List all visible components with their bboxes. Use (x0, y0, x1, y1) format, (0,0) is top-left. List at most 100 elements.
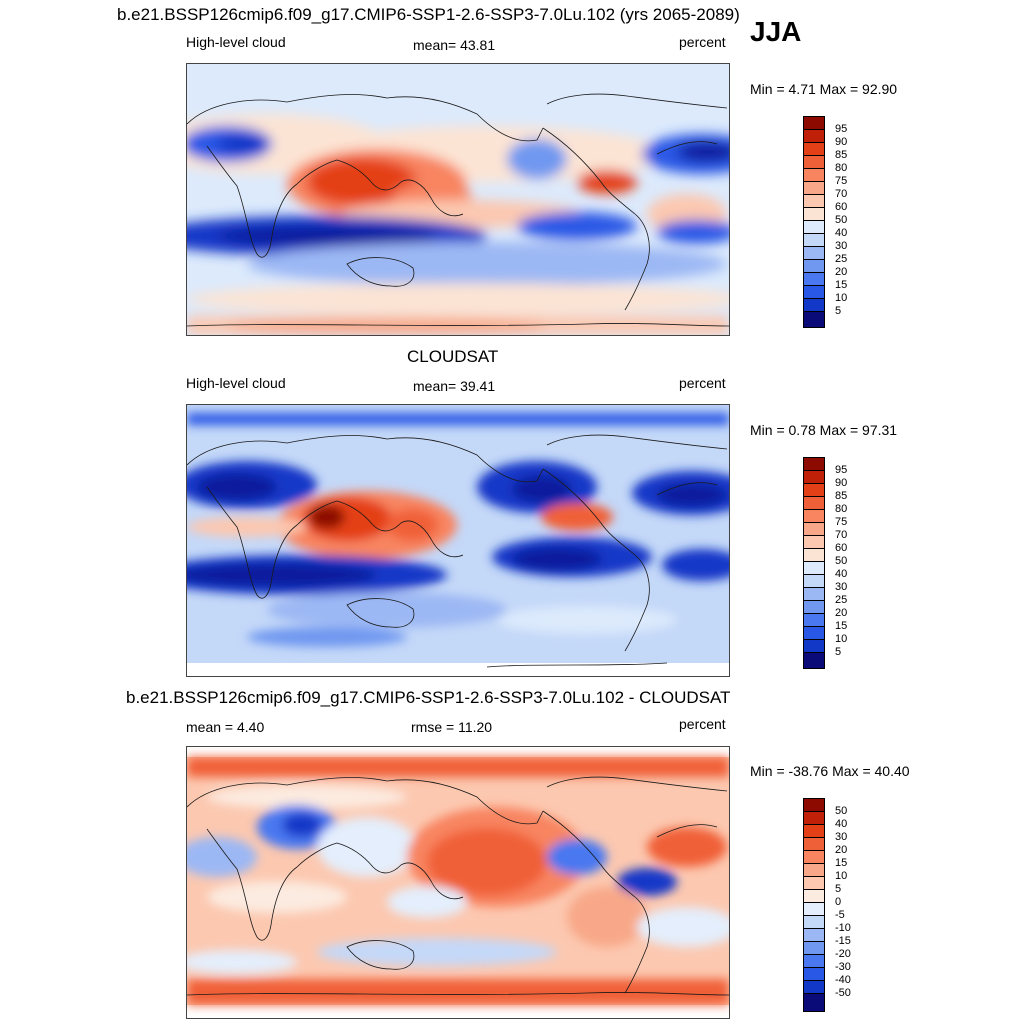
obs-minmax-label: Min = 0.78 Max = 97.31 (750, 422, 898, 438)
model-colorbar-label: 30 (835, 240, 848, 252)
model-colorbar-cell (803, 156, 825, 169)
model-colorbar-cell (803, 234, 825, 247)
obs-colorbar-cell (803, 536, 825, 549)
diff-colorbar-cell (803, 929, 825, 942)
model-colorbar-cell (803, 221, 825, 234)
diff-colorbar: 50 40 30 20 15 10 5 0 -5 -10 -15 -20 -30… (803, 798, 863, 1012)
obs-colorbar-label: 80 (835, 503, 848, 515)
model-colorbar-cell (803, 247, 825, 260)
obs-colorbar-label: 25 (835, 594, 848, 606)
model-colorbar-label: 50 (835, 214, 848, 226)
model-colorbar-cell (803, 286, 825, 299)
model-colorbar-cell (803, 260, 825, 273)
model-colorbar-label: 85 (835, 149, 848, 161)
diff-colorbar-frame (803, 798, 825, 1012)
obs-colorbar-cell (803, 497, 825, 510)
model-colorbar-cell (803, 182, 825, 195)
obs-colorbar: 95 90 85 80 75 70 60 50 40 30 25 20 15 1… (803, 457, 863, 669)
diff-mean-label: mean = 4.40 (186, 719, 265, 735)
obs-mean-label: mean= 39.41 (413, 378, 496, 394)
model-colorbar-cell (803, 116, 825, 130)
obs-colorbar-label: 30 (835, 581, 848, 593)
model-colorbar-cell (803, 195, 825, 208)
middle-panel-title: CLOUDSAT (407, 347, 499, 366)
model-minmax-label: Min = 4.71 Max = 92.90 (750, 81, 898, 97)
obs-colorbar-cell (803, 575, 825, 588)
obs-colorbar-label: 50 (835, 555, 848, 567)
diff-colorbar-cell (803, 877, 825, 890)
diff-colorbar-cell (803, 812, 825, 825)
diff-colorbar-label: 0 (835, 896, 842, 908)
obs-colorbar-cell (803, 471, 825, 484)
obs-colorbar-label: 70 (835, 529, 848, 541)
model-mean-label: mean= 43.81 (413, 37, 496, 53)
diff-colorbar-cell (803, 851, 825, 864)
model-colorbar-label: 15 (835, 279, 848, 291)
obs-colorbar-label: 95 (835, 464, 848, 476)
diff-colorbar-label: -15 (835, 935, 851, 947)
model-colorbar-cell (803, 208, 825, 221)
obs-colorbar-cell (803, 457, 825, 471)
diff-colorbar-label: 40 (835, 818, 848, 830)
diff-colorbar-cell (803, 903, 825, 916)
diff-colorbar-label: -10 (835, 922, 851, 934)
diff-map (186, 746, 730, 1019)
model-colorbar-label: 90 (835, 136, 848, 148)
bottom-panel-title: b.e21.BSSP126cmip6.f09_g17.CMIP6-SSP1-2.… (126, 688, 731, 707)
diff-colorbar-cell (803, 890, 825, 903)
diff-colorbar-label: 20 (835, 844, 848, 856)
obs-colorbar-cell (803, 588, 825, 601)
model-colorbar-label: 10 (835, 292, 848, 304)
obs-colorbar-label: 90 (835, 477, 848, 489)
obs-colorbar-cell (803, 549, 825, 562)
model-colorbar-label: 80 (835, 162, 848, 174)
model-colorbar-label: 75 (835, 175, 848, 187)
diff-colorbar-cell (803, 838, 825, 851)
obs-colorbar-label: 10 (835, 633, 848, 645)
obs-map-canvas (187, 405, 729, 676)
model-colorbar-label: 60 (835, 201, 848, 213)
obs-colorbar-label: 85 (835, 490, 848, 502)
diff-colorbar-cell (803, 955, 825, 968)
obs-colorbar-label: 75 (835, 516, 848, 528)
obs-colorbar-label: 15 (835, 620, 848, 632)
obs-colorbar-cell (803, 627, 825, 640)
diff-map-canvas (187, 747, 729, 1018)
model-colorbar-label: 20 (835, 266, 848, 278)
obs-colorbar-cell (803, 484, 825, 497)
top-panel-title: b.e21.BSSP126cmip6.f09_g17.CMIP6-SSP1-2.… (117, 5, 740, 24)
obs-colorbar-label: 5 (835, 646, 842, 658)
diff-colorbar-label: -50 (835, 987, 851, 999)
coastlines (187, 434, 728, 668)
model-colorbar-cell (803, 273, 825, 286)
model-units-label: percent (679, 34, 726, 50)
model-colorbar-label: 70 (835, 188, 848, 200)
diff-colorbar-label: -5 (835, 909, 845, 921)
obs-colorbar-cell (803, 601, 825, 614)
obs-map (186, 404, 730, 677)
diff-colorbar-label: -40 (835, 974, 851, 986)
diff-rmse-label: rmse = 11.20 (411, 719, 493, 735)
model-colorbar: 95 90 85 80 75 70 60 50 40 30 25 20 15 1… (803, 116, 863, 328)
diff-colorbar-label: -30 (835, 961, 851, 973)
diff-colorbar-label: -20 (835, 948, 851, 960)
diff-minmax-label: Min = -38.76 Max = 40.40 (750, 763, 910, 779)
model-map (186, 63, 730, 336)
model-colorbar-label: 25 (835, 253, 848, 265)
obs-colorbar-cell (803, 614, 825, 627)
model-colorbar-label: 40 (835, 227, 848, 239)
diff-colorbar-label: 10 (835, 870, 848, 882)
obs-colorbar-label: 20 (835, 607, 848, 619)
diff-colorbar-cell (803, 825, 825, 838)
obs-units-label: percent (679, 375, 726, 391)
model-variable-label: High-level cloud (186, 34, 286, 50)
diff-colorbar-cell (803, 864, 825, 877)
coastlines (187, 776, 729, 996)
obs-colorbar-cell (803, 640, 825, 653)
diff-colorbar-cell (803, 916, 825, 929)
diff-colorbar-cell (803, 968, 825, 981)
model-colorbar-cell (803, 130, 825, 143)
diff-colorbar-cell (803, 798, 825, 812)
obs-colorbar-cell (803, 523, 825, 536)
diff-colorbar-cell (803, 942, 825, 955)
